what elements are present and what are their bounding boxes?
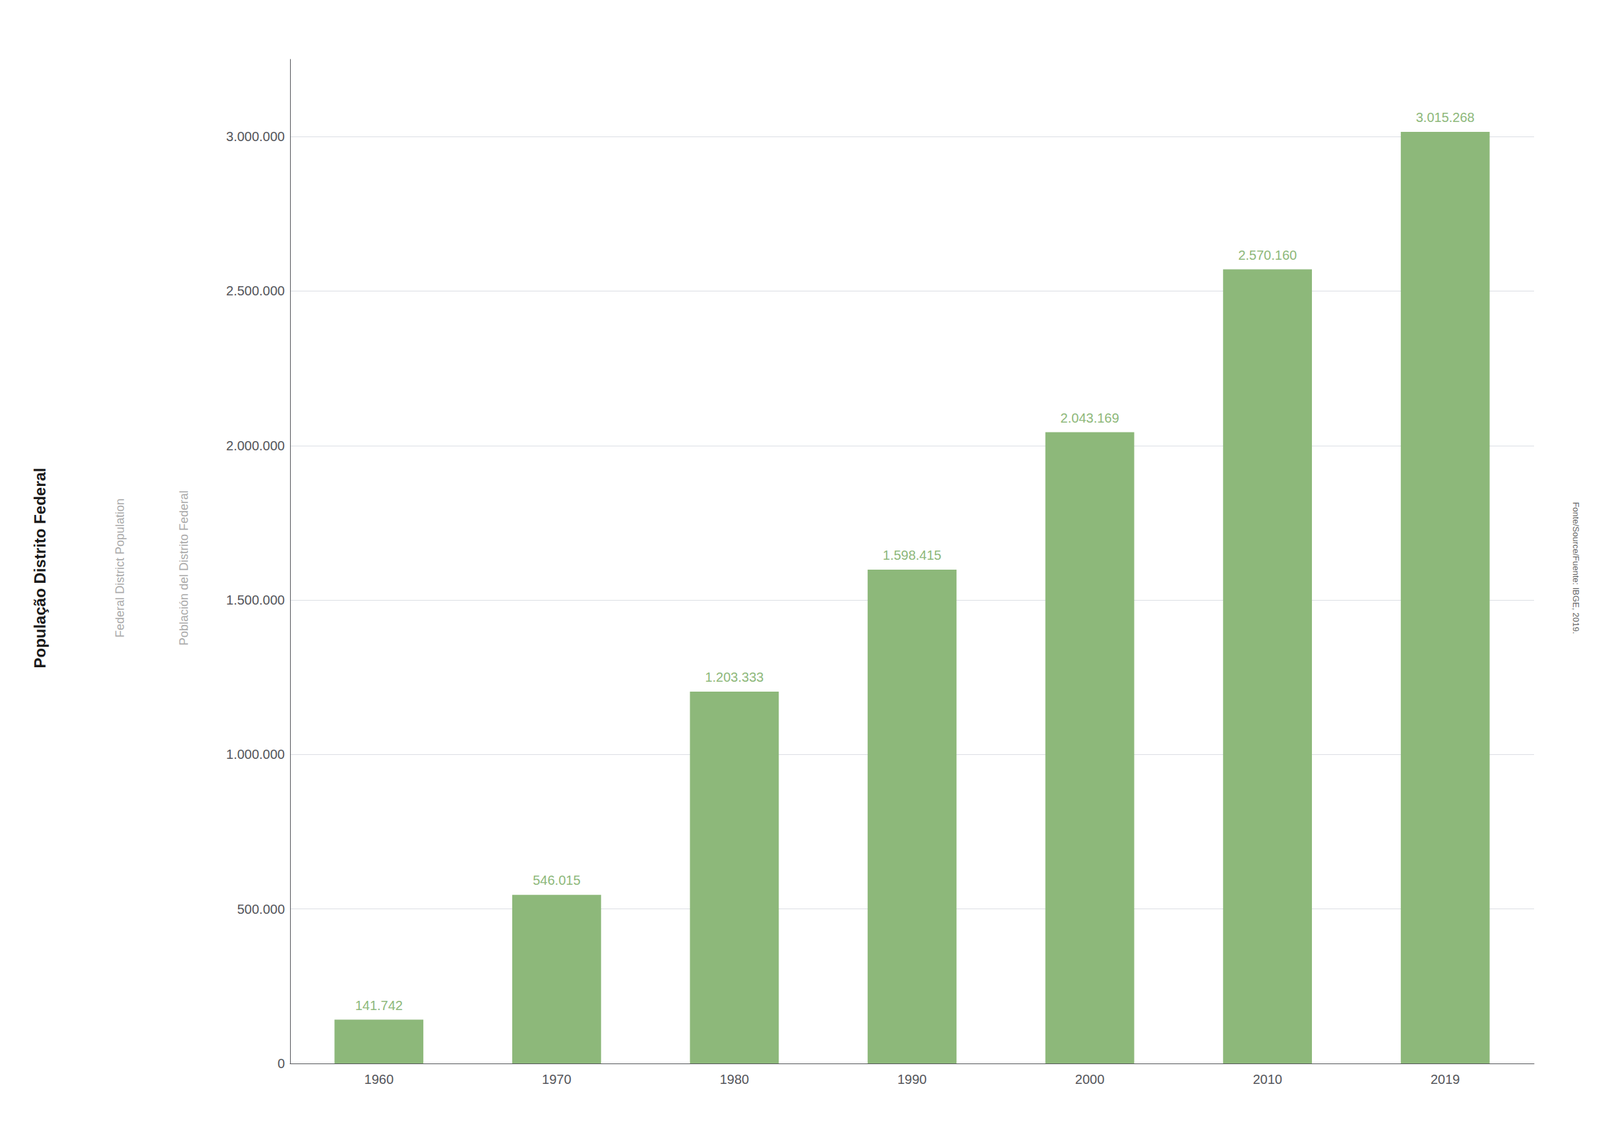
svg-text:2.570.160: 2.570.160: [1238, 247, 1297, 263]
svg-text:2.043.169: 2.043.169: [1060, 410, 1120, 426]
svg-text:1970: 1970: [541, 1071, 572, 1087]
svg-text:1980: 1980: [719, 1071, 750, 1087]
svg-text:1.500.000: 1.500.000: [226, 592, 285, 608]
svg-text:3.000.000: 3.000.000: [226, 129, 285, 144]
svg-text:1.203.333: 1.203.333: [704, 669, 764, 685]
svg-text:Población del Distrito Federal: Población del Distrito Federal: [177, 490, 191, 646]
svg-text:3.015.268: 3.015.268: [1416, 110, 1475, 125]
svg-text:Fonte/Source/Fuente: IBGE, 201: Fonte/Source/Fuente: IBGE, 2019.: [1570, 501, 1581, 634]
svg-text:1990: 1990: [897, 1071, 927, 1087]
svg-text:2000: 2000: [1075, 1071, 1105, 1087]
svg-text:2010: 2010: [1252, 1071, 1283, 1087]
svg-text:141.742: 141.742: [355, 998, 403, 1013]
svg-text:1.000.000: 1.000.000: [226, 746, 285, 762]
svg-text:1.598.415: 1.598.415: [882, 547, 942, 563]
svg-text:500.000: 500.000: [237, 901, 285, 917]
svg-text:0: 0: [277, 1056, 285, 1071]
svg-text:2.000.000: 2.000.000: [226, 438, 285, 453]
svg-text:População Distrito Federal: População Distrito Federal: [30, 467, 49, 668]
svg-text:Federal District Population: Federal District Population: [113, 498, 127, 638]
svg-text:1960: 1960: [364, 1071, 395, 1087]
svg-text:2019: 2019: [1430, 1071, 1461, 1087]
svg-text:2.500.000: 2.500.000: [226, 283, 285, 298]
svg-text:546.015: 546.015: [532, 872, 581, 888]
